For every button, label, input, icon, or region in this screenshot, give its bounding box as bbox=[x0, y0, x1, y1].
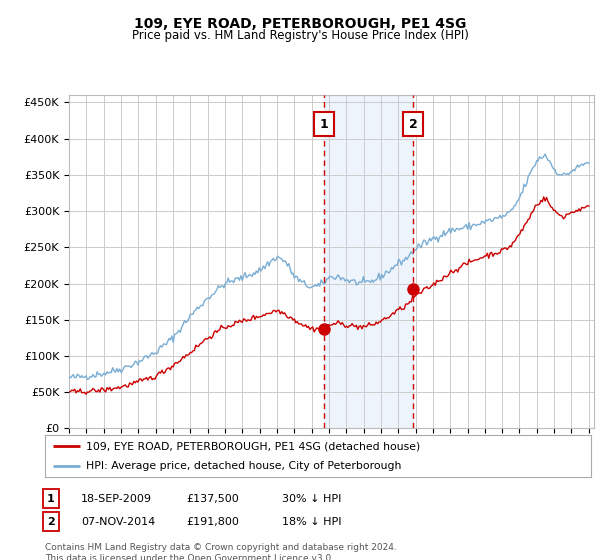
Text: £191,800: £191,800 bbox=[186, 517, 239, 526]
Text: 2: 2 bbox=[409, 118, 418, 130]
Text: Contains HM Land Registry data © Crown copyright and database right 2024.
This d: Contains HM Land Registry data © Crown c… bbox=[45, 543, 397, 560]
Text: 1: 1 bbox=[320, 118, 328, 130]
Text: 2: 2 bbox=[47, 517, 55, 526]
Text: 1: 1 bbox=[47, 494, 55, 503]
Text: £137,500: £137,500 bbox=[186, 494, 239, 503]
Bar bbox=[324, 95, 413, 428]
Text: 109, EYE ROAD, PETERBOROUGH, PE1 4SG: 109, EYE ROAD, PETERBOROUGH, PE1 4SG bbox=[134, 17, 466, 31]
Text: 109, EYE ROAD, PETERBOROUGH, PE1 4SG (detached house): 109, EYE ROAD, PETERBOROUGH, PE1 4SG (de… bbox=[86, 441, 420, 451]
Text: 30% ↓ HPI: 30% ↓ HPI bbox=[282, 494, 341, 503]
Text: 18% ↓ HPI: 18% ↓ HPI bbox=[282, 517, 341, 526]
Text: Price paid vs. HM Land Registry's House Price Index (HPI): Price paid vs. HM Land Registry's House … bbox=[131, 29, 469, 42]
Text: 18-SEP-2009: 18-SEP-2009 bbox=[81, 494, 152, 503]
Text: 07-NOV-2014: 07-NOV-2014 bbox=[81, 517, 155, 526]
Text: HPI: Average price, detached house, City of Peterborough: HPI: Average price, detached house, City… bbox=[86, 461, 401, 471]
